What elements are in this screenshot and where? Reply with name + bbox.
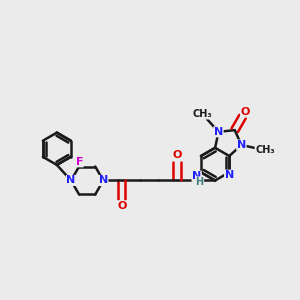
- Text: O: O: [117, 201, 126, 211]
- Text: N: N: [66, 176, 76, 185]
- Text: H: H: [196, 177, 204, 187]
- Text: CH₃: CH₃: [193, 109, 212, 119]
- Text: CH₃: CH₃: [255, 145, 275, 155]
- Text: N: N: [99, 176, 108, 185]
- Text: N: N: [237, 140, 246, 150]
- Text: O: O: [172, 150, 182, 160]
- Text: F: F: [76, 157, 83, 167]
- Text: N: N: [225, 170, 234, 180]
- Text: N: N: [192, 171, 201, 181]
- Text: N: N: [214, 127, 223, 137]
- Text: O: O: [241, 107, 250, 117]
